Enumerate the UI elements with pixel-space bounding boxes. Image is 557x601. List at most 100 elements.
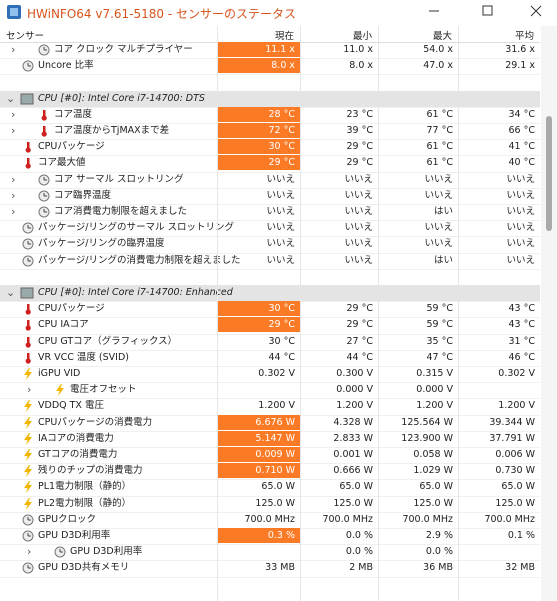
- sensor-row[interactable]: CPUパッケージ 30 °C 29 °C 59 °C 43 °C: [0, 301, 540, 319]
- sensor-row[interactable]: 残りのチップの消費電力 0.710 W 0.666 W 1.029 W 0.730 W: [0, 463, 540, 481]
- sensor-row[interactable]: VDDQ TX 電圧 1.200 V 1.200 V 1.200 V 1.200 V: [0, 398, 540, 416]
- sensor-row[interactable]: PL1電力制限（静的） 65.0 W 65.0 W 65.0 W 65.0 W: [0, 479, 540, 497]
- sensor-name: VDDQ TX 電圧: [38, 400, 104, 412]
- sensor-name: CPUパッケージの消費電力: [38, 416, 153, 428]
- sensor-value: いいえ: [506, 222, 535, 234]
- sensor-value: 47.0 x: [423, 60, 453, 72]
- sensor-row[interactable]: › コア温度 28 °C 23 °C 61 °C 34 °C: [0, 106, 540, 124]
- sensor-row[interactable]: › コア サーマル スロットリング いいえ いいえ いいえ いいえ: [0, 172, 540, 189]
- sensor-value: いいえ: [266, 189, 295, 201]
- sensor-name: GPUクロック: [38, 513, 97, 525]
- sensor-row[interactable]: iGPU VID 0.302 V 0.300 V 0.315 V 0.302 V: [0, 366, 540, 384]
- sensor-name: コア クロック マルチプライヤー: [54, 44, 193, 55]
- window-title: HWiNFO64 v7.61-5180 - センサーのステータス: [27, 7, 297, 21]
- sensor-value: 40 °C: [508, 157, 536, 169]
- sensor-value: 30 °C: [268, 335, 296, 347]
- expand-arrow[interactable]: ›: [11, 107, 16, 121]
- sensor-value: 28 °C: [218, 106, 300, 122]
- sensor-row[interactable]: GPUクロック 700.0 MHz 700.0 MHz 700.0 MHz 700.0 …: [0, 512, 540, 529]
- sensor-name: CPUパッケージ: [38, 141, 105, 153]
- sensor-value: 33 MB: [265, 562, 295, 574]
- sensor-name: パッケージ/リングの消費電力制限を超えました: [38, 254, 241, 266]
- sensor-value: 65.0 W: [339, 481, 373, 493]
- sensor-value: 1.200 V: [336, 400, 373, 412]
- sensor-value: 29 °C: [346, 303, 374, 315]
- sensor-icon: [38, 109, 50, 124]
- sensor-row[interactable]: GPU D3D共有メモリ 33 MB 2 MB 36 MB 32 MB: [0, 560, 540, 578]
- expand-arrow[interactable]: ›: [11, 124, 16, 137]
- expand-arrow[interactable]: ›: [11, 172, 16, 186]
- sensor-row[interactable]: パッケージ/リングの消費電力制限を超えました いいえ いいえ はい いいえ: [0, 253, 540, 270]
- sensor-value: 0.0 %: [425, 546, 453, 558]
- sensor-row[interactable]: › コア クロック マルチプライヤー 11.1 x 11.0 x 54.0 x 31.6 …: [0, 42, 540, 60]
- sensor-value: 46 °C: [508, 351, 536, 363]
- sensor-row[interactable]: › 電圧オフセット 0.000 V 0.000 V: [0, 382, 540, 400]
- sensor-row[interactable]: CPUパッケージ 30 °C 29 °C 61 °C 41 °C: [0, 139, 540, 157]
- sensor-row[interactable]: IAコアの消費電力 5.147 W 2.833 W 123.900 W 37.791 W: [0, 430, 540, 448]
- sensor-value: 2.9 %: [425, 530, 453, 541]
- sensor-row[interactable]: › コア温度からTjMAXまで差 72 °C 39 °C 77 °C 66 °C: [0, 123, 540, 141]
- title-bar: HWiNFO64 v7.61-5180 - センサーのステータス: [0, 0, 557, 24]
- sensor-name: コア温度からTjMAXまで差: [54, 125, 170, 136]
- sensor-icon: [38, 206, 50, 221]
- sensor-row[interactable]: パッケージ/リングのサーマル スロットリング いいえ いいえ いいえ いいえ: [0, 220, 540, 238]
- sensor-row[interactable]: CPUパッケージの消費電力 6.676 W 4.328 W 125.564 W 39.3…: [0, 414, 540, 432]
- sensor-value: いいえ: [344, 238, 373, 250]
- sensor-name: 残りのチップの消費電力: [38, 465, 143, 477]
- sensor-value: 61 °C: [426, 108, 454, 120]
- sensor-row[interactable]: › コア臨界温度 いいえ いいえ いいえ いいえ: [0, 188, 540, 205]
- sensor-name: パッケージ/リングのサーマル スロットリング: [38, 222, 235, 234]
- sensor-value: いいえ: [344, 189, 373, 201]
- sensor-icon: [22, 255, 34, 270]
- sensor-value: 47 °C: [426, 351, 454, 363]
- collapse-arrow[interactable]: ⌄: [6, 91, 16, 105]
- sensor-value: 4.328 W: [333, 416, 373, 428]
- sensor-value: 34 °C: [508, 108, 536, 120]
- sensor-row[interactable]: VR VCC 温度 (SVID) 44 °C 44 °C 47 °C 46 °C: [0, 350, 540, 367]
- sensor-value: 0.3 %: [218, 528, 300, 543]
- sensor-value: 37.791 W: [489, 432, 535, 444]
- sensor-icon: [22, 562, 34, 577]
- sensor-value: いいえ: [506, 189, 535, 201]
- sensor-name: コア臨界温度: [54, 189, 112, 201]
- sensor-row[interactable]: Uncore 比率 8.0 x 8.0 x 47.0 x 29.1 x: [0, 58, 540, 76]
- section-header: ⌄ CPU [#0]: Intel Core i7-14700: DTS: [0, 90, 540, 108]
- expand-arrow[interactable]: ›: [27, 383, 32, 397]
- scrollbar[interactable]: [541, 26, 557, 601]
- sensor-value: 35 °C: [426, 335, 454, 347]
- sensor-name: VR VCC 温度 (SVID): [38, 351, 129, 363]
- sensor-name: PL1電力制限（静的）: [38, 481, 132, 493]
- sensor-value: 43 °C: [508, 303, 536, 315]
- sensor-value: 43 °C: [508, 319, 536, 331]
- sensor-row[interactable]: パッケージ/リングの臨界温度 いいえ いいえ いいえ いいえ: [0, 236, 540, 254]
- sensor-row[interactable]: GTコアの消費電力 0.009 W 0.001 W 0.058 W 0.006 W: [0, 447, 540, 465]
- sensor-row[interactable]: CPU GTコア（グラフィックス） 30 °C 27 °C 35 °C 31 °C: [0, 334, 540, 351]
- sensor-row[interactable]: コア最大値 29 °C 29 °C 61 °C 40 °C: [0, 155, 540, 173]
- sensor-value: 0.666 W: [333, 465, 373, 477]
- sensor-row[interactable]: PL2電力制限（静的） 125.0 W 125.0 W 125.0 W 125.0 W: [0, 496, 540, 513]
- sensor-value: 0.009 W: [218, 447, 300, 462]
- expand-arrow[interactable]: ›: [11, 205, 16, 218]
- sensor-value: 44 °C: [268, 351, 296, 363]
- expand-arrow[interactable]: ›: [11, 43, 16, 56]
- collapse-arrow[interactable]: ⌄: [6, 286, 16, 299]
- sensor-value: 27 °C: [346, 335, 374, 347]
- sensor-value: 77 °C: [426, 125, 454, 136]
- expand-arrow[interactable]: ›: [11, 188, 16, 202]
- sensor-icon: [22, 352, 34, 367]
- sensor-value: 1.200 V: [258, 400, 295, 412]
- sensor-row[interactable]: › GPU D3D利用率 0.0 % 0.0 %: [0, 544, 540, 562]
- column-divider: [458, 26, 459, 601]
- sensor-value: いいえ: [266, 206, 295, 217]
- expand-arrow[interactable]: ›: [27, 545, 32, 559]
- sensor-value: 1.029 W: [413, 465, 453, 477]
- window-controls[interactable]: [397, 0, 557, 24]
- sensor-row[interactable]: › コア消費電力制限を超えました いいえ いいえ はい いいえ: [0, 204, 540, 222]
- sensor-row[interactable]: CPU IAコア 29 °C 29 °C 59 °C 43 °C: [0, 317, 540, 335]
- sensor-value: 41 °C: [508, 141, 536, 153]
- sensor-name: パッケージ/リングの臨界温度: [38, 238, 165, 250]
- scroll-thumb[interactable]: [546, 116, 552, 231]
- sensor-value: いいえ: [506, 173, 535, 185]
- sensor-value: 11.1 x: [218, 42, 300, 57]
- sensor-row[interactable]: GPU D3D利用率 0.3 % 0.0 % 2.9 % 0.1 %: [0, 528, 540, 546]
